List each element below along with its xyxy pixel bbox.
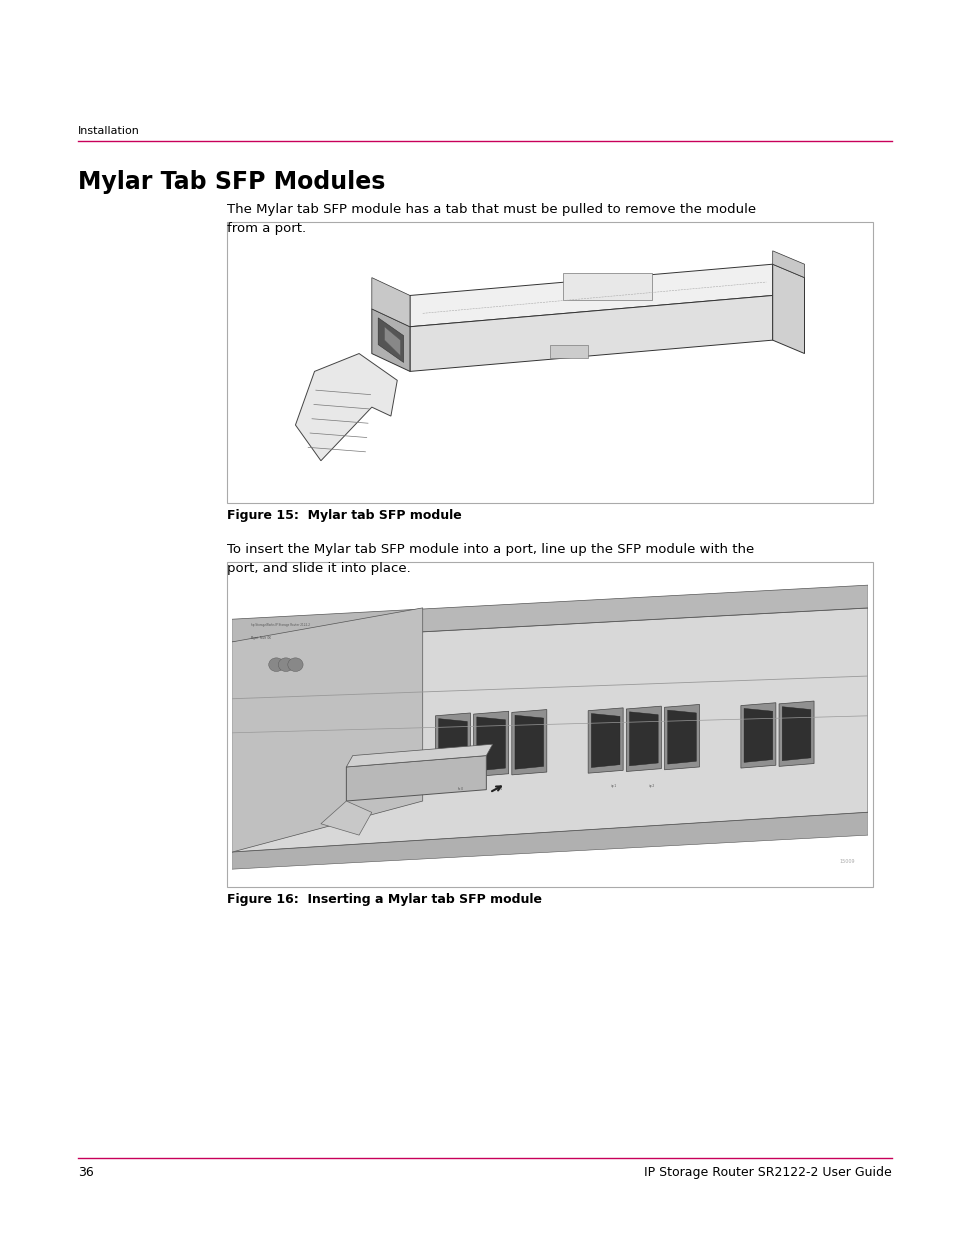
Text: 15009: 15009 [839, 858, 855, 863]
Text: Mgmt  Fault  OK: Mgmt Fault OK [251, 636, 271, 640]
Polygon shape [740, 703, 775, 768]
Polygon shape [515, 715, 543, 769]
Text: hp StorageWorks IP Storage Router 2122-2: hp StorageWorks IP Storage Router 2122-2 [251, 622, 310, 627]
Polygon shape [779, 701, 813, 767]
Text: Mylar Tab SFP Modules: Mylar Tab SFP Modules [78, 170, 385, 194]
Text: ip 1: ip 1 [611, 784, 616, 788]
Text: IP Storage Router SR2122-2 User Guide: IP Storage Router SR2122-2 User Guide [643, 1166, 891, 1179]
Polygon shape [511, 710, 546, 774]
Circle shape [288, 658, 303, 672]
Polygon shape [346, 745, 492, 767]
Text: To insert the Mylar tab SFP module into a port, line up the SFP module with the
: To insert the Mylar tab SFP module into … [227, 543, 754, 576]
Polygon shape [295, 353, 396, 461]
Polygon shape [629, 711, 658, 766]
Polygon shape [435, 713, 470, 778]
Text: The Mylar tab SFP module has a tab that must be pulled to remove the module
from: The Mylar tab SFP module has a tab that … [227, 203, 756, 235]
Bar [562, 273, 651, 300]
Text: ip 2: ip 2 [649, 784, 654, 788]
Polygon shape [626, 706, 660, 772]
Text: Figure 15:  Mylar tab SFP module: Figure 15: Mylar tab SFP module [227, 509, 461, 522]
Polygon shape [438, 719, 467, 773]
Polygon shape [410, 264, 772, 327]
Polygon shape [664, 704, 699, 769]
Polygon shape [772, 251, 803, 278]
Polygon shape [473, 711, 508, 777]
Polygon shape [232, 585, 867, 642]
Polygon shape [591, 714, 619, 767]
Text: fc 1: fc 1 [497, 787, 501, 790]
Polygon shape [372, 278, 410, 327]
Polygon shape [588, 708, 622, 773]
Polygon shape [743, 709, 772, 762]
Polygon shape [667, 710, 696, 764]
Polygon shape [781, 706, 810, 761]
Text: Installation: Installation [78, 126, 140, 136]
Circle shape [278, 658, 294, 672]
Circle shape [269, 658, 284, 672]
Polygon shape [346, 756, 486, 802]
Bar [227, 562, 872, 887]
Bar [549, 345, 588, 358]
Polygon shape [320, 802, 372, 835]
Polygon shape [410, 295, 772, 372]
Text: fc 0: fc 0 [458, 787, 463, 790]
Polygon shape [232, 608, 422, 852]
Text: Figure 16:  Inserting a Mylar tab SFP module: Figure 16: Inserting a Mylar tab SFP mod… [227, 893, 541, 906]
Polygon shape [232, 608, 867, 852]
Polygon shape [377, 317, 403, 363]
Polygon shape [384, 327, 400, 356]
Polygon shape [372, 309, 410, 372]
Polygon shape [476, 718, 505, 771]
Bar [227, 222, 872, 503]
Text: 36: 36 [78, 1166, 94, 1179]
Polygon shape [232, 813, 867, 869]
Polygon shape [772, 264, 803, 353]
